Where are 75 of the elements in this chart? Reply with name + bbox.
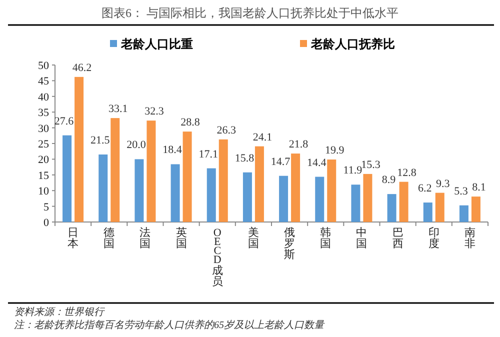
bar [182,132,192,222]
data-label: 6.2 [418,182,432,195]
bar [459,205,468,222]
y-tick-label: 35 [38,107,50,120]
x-tick-label: 美国 [248,226,259,250]
y-tick-label: 5 [44,201,50,214]
chart-title: 图表6： 与国际相比，我国老龄人口抚养比处于中低水平 [102,6,398,20]
text: 资料来源：世界银行 [14,306,105,318]
data-label: 15.3 [361,158,381,171]
data-label: 5.3 [454,185,468,198]
x-tick-label: 印度 [428,226,440,250]
x-tick-label: 德国 [104,227,115,250]
y-tick-label: 15 [38,170,50,182]
text: 注：老龄抚养比指每百名劳动年龄人口供养的65岁及以上老龄人口数量 [14,319,325,331]
bar [279,176,288,222]
x-tick-label: 巴西 [392,227,404,250]
x-tick-label: OECD成员 [212,227,223,288]
data-label: 19.9 [325,144,345,157]
bar [134,159,144,222]
bar [254,146,264,222]
data-label: 46.2 [72,62,92,74]
data-label: 33.1 [108,103,128,116]
bar [351,184,360,222]
data-label: 15.8 [234,152,255,164]
data-label: 11.9 [343,164,363,177]
x-tick-label: 中国 [356,226,368,250]
data-label: 24.1 [252,131,272,144]
bar [399,182,408,222]
bar [387,194,396,222]
y-tick-label: 30 [38,122,50,135]
legend-label: 老龄人口比重 [120,37,193,51]
x-tick-label: 俄罗斯 [284,227,296,261]
bar [242,172,252,222]
x-tick-label: 法国 [140,226,151,250]
data-label: 14.7 [270,156,291,168]
data-label: 14.4 [307,156,327,169]
bar [74,76,84,222]
data-label: 12.8 [397,166,417,179]
bar [170,164,180,222]
y-tick-label: 20 [38,154,50,166]
bar [62,135,72,222]
x-tick-label: 韩国 [320,226,332,250]
data-label: 21.5 [90,134,110,146]
bar [471,196,480,222]
data-label: 26.3 [216,124,236,136]
data-label: 28.8 [180,116,200,129]
bar [110,118,120,222]
bar [423,202,432,222]
bar [218,139,228,222]
bar [435,192,444,222]
x-tick-label: 南非 [464,226,476,250]
x-tick-label: 日本 [68,227,79,250]
data-label: 18.4 [162,144,182,156]
bar [206,168,216,222]
y-tick-label: 50 [38,60,50,72]
data-label: 21.8 [288,138,309,151]
data-label: 8.9 [382,174,396,186]
bar [363,174,372,222]
bar [146,120,156,222]
bar [291,154,300,222]
data-label: 32.3 [144,106,164,118]
y-tick-label: 10 [38,186,50,198]
y-tick-label: 25 [38,138,50,150]
y-tick-label: 45 [38,76,50,88]
data-label: 20.0 [126,139,146,152]
data-label: 9.3 [436,178,450,190]
bar [98,154,108,222]
data-label: 17.1 [198,148,218,160]
legend-label: 老龄人口抚养比 [310,37,395,51]
y-tick-label: 0 [44,217,50,229]
y-tick-label: 40 [38,91,50,104]
bar [327,160,336,222]
data-label: 8.1 [472,182,486,194]
x-tick-label: 英国 [176,226,187,250]
bar [315,176,324,222]
